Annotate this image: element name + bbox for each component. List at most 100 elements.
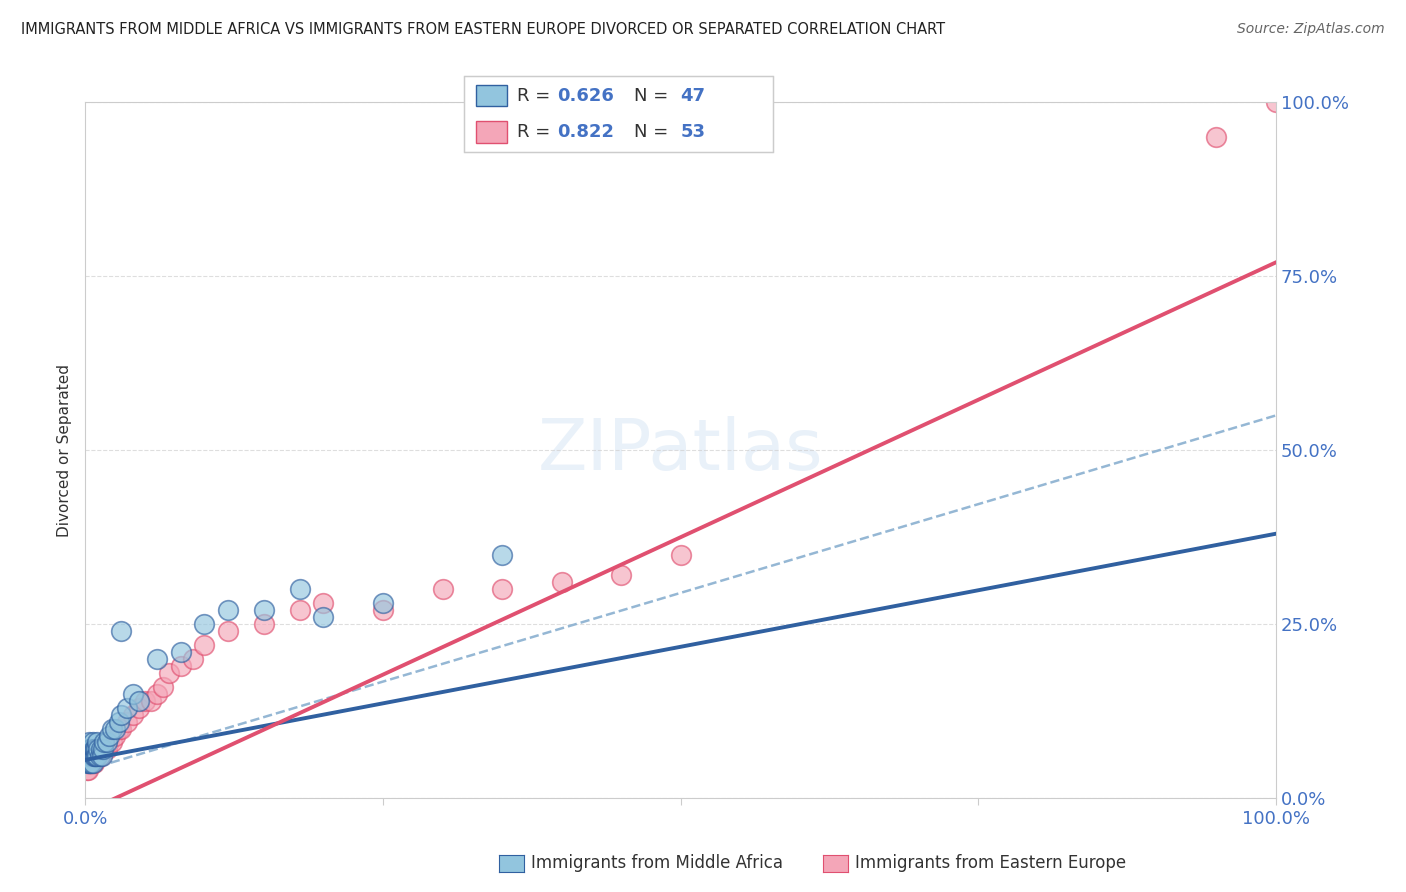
Point xyxy=(77,756,100,771)
Point xyxy=(193,638,215,652)
Point xyxy=(82,756,104,771)
Point xyxy=(491,582,513,597)
Point xyxy=(79,742,101,756)
Point xyxy=(146,687,169,701)
Point xyxy=(253,603,276,617)
Point xyxy=(115,714,138,729)
Point xyxy=(79,756,101,771)
Point xyxy=(84,749,107,764)
Point xyxy=(610,568,633,582)
Text: 47: 47 xyxy=(681,87,706,105)
Point xyxy=(146,652,169,666)
Point xyxy=(83,756,105,771)
Point xyxy=(217,603,239,617)
Point xyxy=(89,749,111,764)
Text: R =: R = xyxy=(516,123,555,141)
Point xyxy=(371,603,394,617)
Point xyxy=(288,582,311,597)
Point xyxy=(86,742,108,756)
Point xyxy=(82,749,104,764)
Text: Immigrants from Eastern Europe: Immigrants from Eastern Europe xyxy=(855,855,1126,872)
Text: 53: 53 xyxy=(681,123,706,141)
Point xyxy=(669,548,692,562)
Point xyxy=(110,624,132,639)
Point xyxy=(83,749,105,764)
Point xyxy=(91,742,114,756)
Point xyxy=(77,749,100,764)
Point xyxy=(312,596,335,610)
Point xyxy=(491,548,513,562)
Point xyxy=(89,749,111,764)
Point xyxy=(432,582,454,597)
Point xyxy=(83,749,105,764)
Point xyxy=(91,742,114,756)
Point xyxy=(83,742,105,756)
Point xyxy=(82,749,104,764)
Point xyxy=(181,652,204,666)
Point xyxy=(82,756,104,771)
Point xyxy=(91,749,114,764)
Point xyxy=(82,735,104,749)
Point xyxy=(83,742,105,756)
Point xyxy=(84,749,107,764)
Point xyxy=(76,756,98,771)
Point xyxy=(312,610,335,624)
Point xyxy=(550,575,572,590)
Point xyxy=(122,707,145,722)
Point xyxy=(1265,95,1288,110)
Point xyxy=(80,749,103,764)
Point xyxy=(96,742,118,756)
Point xyxy=(80,756,103,771)
Point xyxy=(110,707,132,722)
Point xyxy=(83,749,105,764)
Point xyxy=(83,742,105,756)
Point xyxy=(90,749,112,764)
Point xyxy=(100,735,122,749)
Point xyxy=(77,756,100,771)
Point xyxy=(77,749,100,764)
Point xyxy=(93,742,115,756)
Text: 0.626: 0.626 xyxy=(557,87,613,105)
Point xyxy=(100,722,122,736)
Point xyxy=(128,700,150,714)
Point xyxy=(152,680,174,694)
Text: IMMIGRANTS FROM MIDDLE AFRICA VS IMMIGRANTS FROM EASTERN EUROPE DIVORCED OR SEPA: IMMIGRANTS FROM MIDDLE AFRICA VS IMMIGRA… xyxy=(21,22,945,37)
Point xyxy=(90,742,112,756)
Point xyxy=(104,722,127,736)
Point xyxy=(1205,130,1227,145)
Point xyxy=(122,687,145,701)
Point xyxy=(193,617,215,632)
Point xyxy=(110,722,132,736)
FancyBboxPatch shape xyxy=(477,121,508,143)
Text: Source: ZipAtlas.com: Source: ZipAtlas.com xyxy=(1237,22,1385,37)
Point xyxy=(134,694,156,708)
Point xyxy=(253,617,276,632)
Text: ZIPatlas: ZIPatlas xyxy=(538,416,824,484)
Point xyxy=(98,729,121,743)
Point xyxy=(157,665,180,680)
Point xyxy=(169,645,191,659)
Point xyxy=(107,714,129,729)
Point xyxy=(104,729,127,743)
FancyBboxPatch shape xyxy=(477,85,508,106)
Point xyxy=(79,749,101,764)
Point xyxy=(371,596,394,610)
Point xyxy=(86,749,108,764)
Point xyxy=(169,659,191,673)
Point xyxy=(139,694,162,708)
Point xyxy=(98,735,121,749)
Point xyxy=(80,742,103,756)
Point xyxy=(107,722,129,736)
Text: N =: N = xyxy=(634,87,673,105)
Point xyxy=(79,756,101,771)
Point xyxy=(87,742,110,756)
Point xyxy=(96,735,118,749)
Point xyxy=(77,735,100,749)
Point xyxy=(115,700,138,714)
Point xyxy=(76,749,98,764)
Point xyxy=(87,742,110,756)
Text: 0.822: 0.822 xyxy=(557,123,614,141)
Point xyxy=(288,603,311,617)
Y-axis label: Divorced or Separated: Divorced or Separated xyxy=(58,364,72,537)
Point xyxy=(76,742,98,756)
